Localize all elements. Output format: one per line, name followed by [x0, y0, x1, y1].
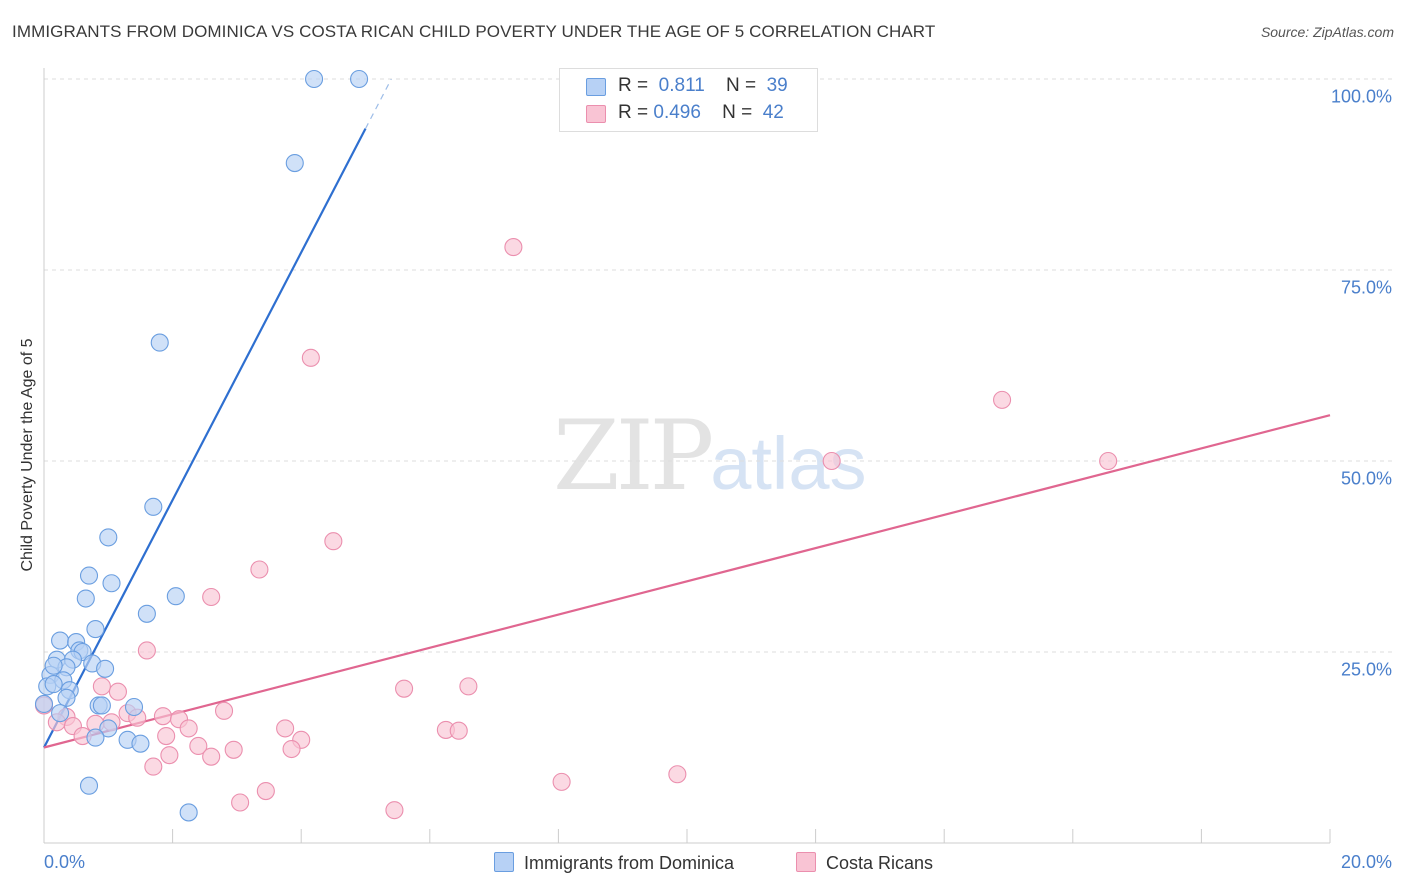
point-costa-rican — [202, 747, 221, 766]
point-dominica — [79, 776, 99, 795]
legend-n-value: 39 — [766, 75, 788, 96]
point-dominica — [51, 704, 70, 723]
point-dominica — [86, 728, 105, 747]
watermark-zip: ZIP — [553, 400, 714, 512]
point-costa-rican — [179, 719, 198, 738]
grid-layer — [44, 78, 1394, 653]
point-dominica — [124, 697, 144, 717]
trendline-dominica-extension — [364, 78, 392, 129]
legend-n-value: 42 — [762, 102, 784, 123]
source-label: Source: ZipAtlas.com — [1260, 24, 1394, 40]
x-tick-label-max: 20.0% — [1340, 852, 1392, 872]
point-costa-rican — [137, 641, 156, 660]
point-costa-rican — [202, 587, 221, 607]
point-costa-rican — [160, 746, 179, 765]
point-dominica — [131, 734, 150, 753]
bottom-legend-swatch-blue — [494, 852, 514, 872]
point-dominica — [99, 528, 118, 547]
trend-layer — [43, 78, 1331, 749]
point-costa-rican — [224, 740, 243, 759]
point-costa-rican — [552, 772, 571, 791]
point-dominica — [44, 675, 63, 694]
legend-r-value: 0.496 — [653, 102, 701, 123]
point-costa-rican — [504, 238, 523, 257]
point-costa-rican — [668, 765, 687, 784]
y-tick-label-100: 100.0% — [1330, 86, 1392, 107]
point-dominica — [144, 497, 163, 516]
point-costa-rican — [153, 707, 173, 726]
point-dominica — [179, 803, 198, 822]
point-dominica — [92, 696, 111, 715]
legend-r-value: 0.811 — [658, 75, 705, 96]
point-costa-rican — [250, 560, 269, 579]
point-dominica — [99, 719, 118, 738]
point-dominica — [137, 604, 156, 623]
point-dominica — [305, 69, 324, 89]
trendline-dominica — [43, 128, 367, 749]
point-costa-rican — [324, 532, 343, 551]
point-costa-rican — [1099, 451, 1118, 471]
point-costa-rican — [993, 390, 1012, 409]
point-costa-rican — [301, 348, 320, 367]
point-costa-rican — [157, 726, 176, 746]
point-costa-rican — [822, 451, 841, 471]
legend-n-label: N = — [725, 75, 757, 96]
y-tick-label-75: 75.0% — [1340, 277, 1392, 298]
watermark-atlas: atlas — [710, 422, 867, 505]
point-costa-rican — [144, 757, 163, 776]
point-costa-rican — [449, 721, 468, 740]
point-dominica — [166, 587, 185, 606]
point-dominica — [96, 659, 115, 678]
point-costa-rican — [385, 801, 404, 820]
axis-layer — [43, 68, 1331, 844]
point-costa-rican — [276, 719, 295, 738]
point-dominica — [44, 656, 63, 675]
y-tick-label-50: 50.0% — [1340, 468, 1392, 489]
point-dominica — [102, 574, 121, 593]
point-costa-rican — [459, 677, 478, 696]
point-dominica — [285, 153, 304, 173]
point-costa-rican — [108, 682, 127, 701]
point-costa-rican — [189, 736, 208, 756]
point-dominica — [57, 688, 76, 707]
points-layer — [34, 69, 1118, 822]
legend-r-label: R = — [618, 75, 649, 96]
watermark: ZIPatlas — [553, 400, 867, 512]
bottom-legend-costa-rican: Costa Ricans — [796, 852, 933, 874]
legend-r-label: R = — [618, 102, 649, 123]
point-dominica — [150, 333, 169, 352]
point-costa-rican — [256, 781, 275, 801]
chart-title: IMMIGRANTS FROM DOMINICA VS COSTA RICAN … — [12, 22, 936, 41]
point-costa-rican — [282, 739, 301, 759]
point-costa-rican — [395, 679, 414, 698]
legend-swatch-pink — [586, 105, 606, 123]
point-costa-rican — [92, 677, 111, 696]
bottom-legend-swatch-pink — [796, 852, 816, 872]
point-dominica — [79, 566, 99, 585]
bottom-legend-label: Immigrants from Dominica — [524, 853, 735, 873]
trendline-costa-rican — [43, 414, 1331, 749]
point-costa-rican — [231, 793, 250, 812]
point-costa-rican — [214, 701, 234, 720]
point-dominica — [34, 694, 54, 714]
point-dominica — [51, 631, 70, 650]
legend-swatch-blue — [586, 78, 606, 96]
bottom-legend-dominica: Immigrants from Dominica — [494, 852, 734, 874]
bottom-legend-label: Costa Ricans — [826, 853, 934, 873]
y-tick-label-25: 25.0% — [1340, 659, 1392, 680]
legend-n-label: N = — [722, 102, 753, 123]
point-dominica — [86, 620, 105, 639]
y-axis-title: Child Poverty Under the Age of 5 — [19, 338, 36, 572]
x-tick-label-min: 0.0% — [44, 852, 86, 872]
point-dominica — [350, 69, 369, 89]
legend: R = 0.811 N = 39 R = 0.496 N = 42 — [559, 68, 818, 132]
point-dominica — [76, 589, 95, 608]
